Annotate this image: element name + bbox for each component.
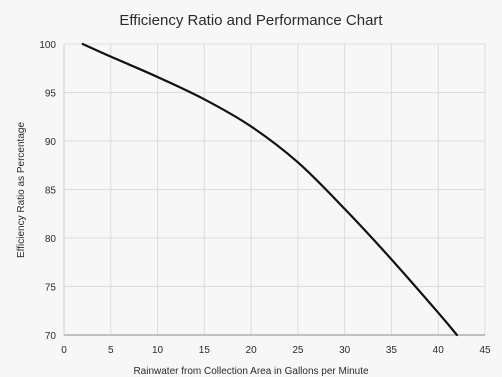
x-tick-label-2: 10	[152, 345, 164, 356]
x-tick-label-9: 45	[479, 345, 491, 356]
x-tick-label-3: 15	[199, 345, 211, 356]
x-tick-label-5: 25	[292, 345, 304, 356]
y-tick-label-5: 95	[45, 89, 57, 100]
y-tick-label-0: 70	[45, 331, 57, 342]
series-layer	[81, 42, 459, 337]
tick-labels: 0 5 10 15 20 25 30 35 40 45 70 75 80 85 90 95 100	[39, 40, 491, 356]
x-tick-label-1: 5	[108, 345, 114, 356]
x-tick-label-7: 35	[386, 345, 398, 356]
x-tick-label-0: 0	[61, 345, 67, 356]
y-tick-label-2: 80	[45, 234, 57, 245]
y-tick-label-3: 85	[45, 186, 57, 197]
series-line-0	[81, 42, 459, 337]
x-axis-title: Rainwater from Collection Area in Gallon…	[133, 366, 369, 377]
x-tick-label-8: 40	[433, 345, 445, 356]
chart-title: Efficiency Ratio and Performance Chart	[119, 12, 383, 29]
x-tick-label-6: 30	[339, 345, 351, 356]
y-axis-title: Efficiency Ratio as Percentage	[16, 122, 27, 258]
x-tick-label-4: 20	[246, 345, 258, 356]
y-tick-label-1: 75	[45, 283, 57, 294]
y-tick-label-4: 90	[45, 137, 57, 148]
axes	[63, 44, 485, 336]
y-tick-label-6: 100	[39, 40, 56, 51]
